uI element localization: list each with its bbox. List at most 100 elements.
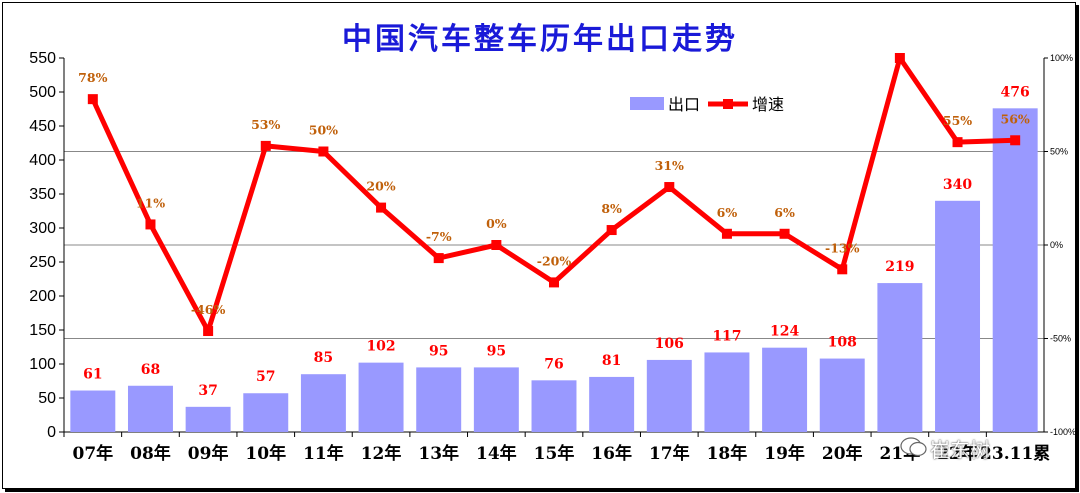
y-tick-label: 200	[29, 288, 56, 305]
bar	[473, 367, 519, 432]
bar	[416, 367, 462, 432]
growth-point	[952, 137, 963, 148]
bar	[877, 283, 923, 432]
growth-point	[318, 146, 329, 157]
x-tick-label: 19年	[764, 443, 805, 464]
bar-value-label: 85	[314, 350, 333, 366]
bar	[992, 108, 1038, 432]
x-tick-label: 07年	[72, 443, 113, 464]
growth-value-label: 20%	[366, 179, 395, 194]
growth-value-label: 53%	[251, 117, 280, 132]
y-tick-label: 350	[29, 186, 56, 203]
bar-value-label: 108	[828, 335, 857, 351]
growth-point	[145, 219, 156, 230]
y-tick-label: 450	[29, 118, 56, 135]
x-tick-label: 13年	[418, 443, 459, 464]
chart-title: 中国汽车整车历年出口走势	[342, 22, 738, 57]
growth-point	[87, 94, 98, 105]
growth-value-label: -20%	[537, 253, 572, 268]
bar	[819, 358, 865, 432]
bar	[300, 374, 346, 432]
growth-point	[491, 240, 502, 250]
y-tick-label: 100	[29, 356, 56, 373]
x-tick-label: 11年	[303, 443, 344, 464]
growth-value-label: 8%	[601, 201, 622, 216]
bar-value-label: 124	[770, 324, 799, 340]
growth-point	[433, 253, 444, 264]
growth-value-label: 78%	[78, 70, 107, 85]
bar	[762, 347, 808, 432]
growth-point	[260, 140, 271, 151]
y-tick-label: 50	[38, 390, 56, 407]
bar-value-label: 57	[256, 369, 275, 385]
x-tick-label: 09年	[188, 443, 229, 464]
bar-value-label: 219	[885, 259, 914, 275]
y-tick-label: 500	[29, 84, 56, 101]
y-tick-label: 150	[29, 322, 56, 339]
growth-value-label: -46%	[191, 302, 226, 317]
bar-value-label: 340	[943, 177, 972, 193]
growth-point	[376, 202, 387, 213]
bar-value-label: 61	[83, 367, 102, 383]
bar	[127, 385, 173, 432]
growth-value-label: 11%	[136, 195, 165, 210]
x-tick-label: 23.11累	[980, 444, 1050, 464]
bar	[935, 200, 981, 432]
growth-value-label: -7%	[426, 229, 452, 244]
x-tick-label: 17年	[649, 443, 690, 464]
legend-label-export: 出口	[668, 95, 700, 114]
bar-value-label: 37	[198, 383, 217, 399]
x-tick-label: 22年	[937, 443, 978, 464]
y2-tick-label: 100%	[1050, 53, 1073, 63]
bar-value-label: 102	[366, 339, 395, 355]
y-tick-label: 550	[29, 50, 56, 67]
x-tick-label: 14年	[476, 443, 517, 464]
growth-value-label: 6%	[717, 205, 738, 220]
growth-point	[549, 277, 559, 288]
x-tick-label: 16年	[591, 443, 632, 464]
bar-value-label: 476	[1001, 84, 1030, 100]
x-tick-label: 10年	[245, 443, 286, 464]
growth-point	[721, 228, 732, 239]
x-tick-label: 08年	[130, 443, 171, 464]
bar	[70, 390, 116, 432]
bar	[358, 362, 404, 432]
bar	[185, 406, 231, 432]
y2-tick-label: -100%	[1050, 427, 1076, 437]
y-tick-label: 0	[47, 424, 56, 441]
y-tick-label: 250	[29, 254, 56, 271]
bar-value-label: 95	[429, 343, 448, 359]
y2-tick-label: 50%	[1050, 147, 1068, 157]
bar	[243, 393, 289, 432]
growth-point	[606, 225, 617, 236]
bar	[646, 359, 692, 432]
bar-value-label: 95	[487, 343, 506, 359]
bar	[531, 380, 577, 432]
legend-swatch-export	[630, 97, 664, 110]
bar-value-label: 81	[602, 353, 621, 369]
y-tick-label: 400	[29, 152, 56, 169]
x-tick-label: 15年	[534, 443, 575, 464]
growth-value-label: 0%	[486, 216, 507, 231]
legend-label-growth: 增速	[752, 95, 784, 114]
growth-value-label: 31%	[655, 158, 684, 173]
growth-point	[664, 182, 675, 193]
bar	[704, 352, 750, 432]
watermark: 崔东树	[930, 438, 990, 462]
x-tick-label: 18年	[707, 443, 748, 464]
bar-value-label: 76	[544, 356, 563, 372]
y-tick-label: 300	[29, 220, 56, 237]
bar	[589, 376, 635, 432]
y2-tick-label: 0%	[1050, 240, 1063, 250]
growth-point	[1010, 135, 1021, 146]
x-tick-label: 12年	[361, 443, 402, 464]
growth-point	[203, 326, 214, 337]
growth-point	[837, 264, 848, 275]
growth-value-label: 50%	[309, 123, 338, 138]
growth-value-label: 56%	[1001, 111, 1030, 126]
growth-point	[779, 228, 790, 239]
legend-marker-growth	[723, 99, 733, 109]
y2-tick-label: -50%	[1050, 334, 1071, 344]
growth-point	[894, 53, 905, 63]
